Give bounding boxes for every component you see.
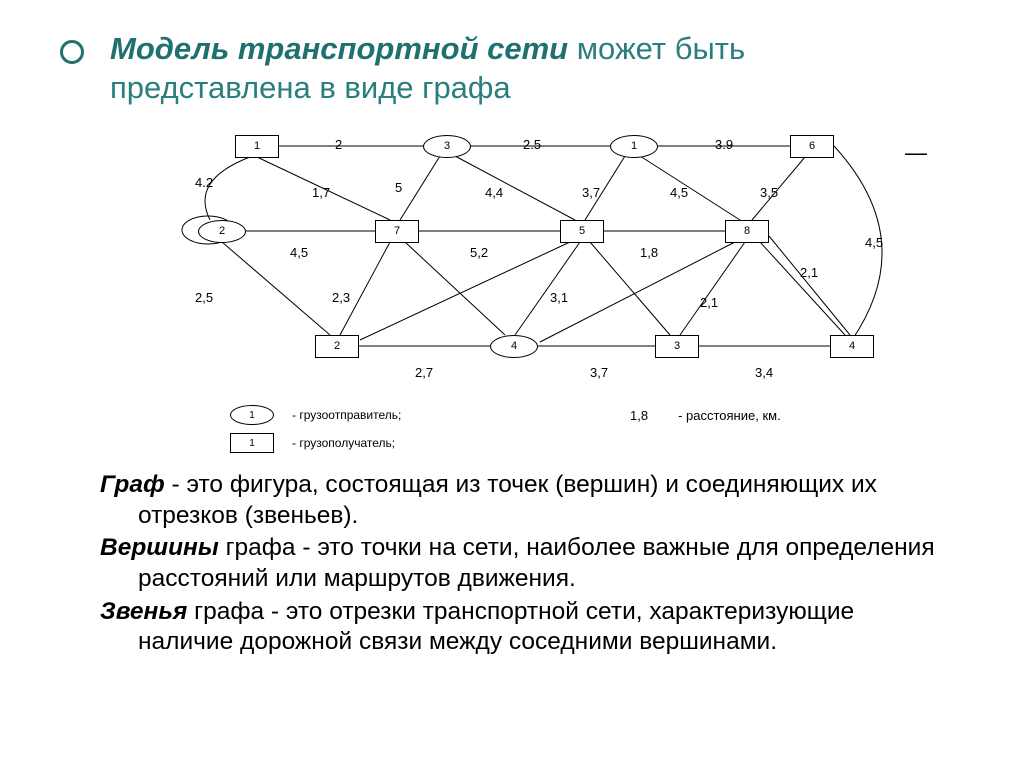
term-edges: Звенья xyxy=(100,598,187,625)
legend: 1 - грузоотправитель; 1 - грузополучател… xyxy=(230,405,930,461)
edge-label: 2,5 xyxy=(195,290,213,305)
edge-label: 5 xyxy=(395,180,402,195)
legend-distance-value: 1,8 xyxy=(630,408,648,423)
node-rect-2: 2 xyxy=(315,335,359,358)
node-rect-3: 3 xyxy=(655,335,699,358)
edge-label: 1,8 xyxy=(640,245,658,260)
legend-sender-text: - грузоотправитель; xyxy=(292,408,401,422)
node-ellipse-4: 4 xyxy=(490,335,538,358)
edge-label: 2,7 xyxy=(415,365,433,380)
legend-distance: 1,8 - расстояние, км. xyxy=(630,408,781,423)
node-rect-1: 1 xyxy=(235,135,279,158)
node-rect-4: 4 xyxy=(830,335,874,358)
edge-label: 4,5 xyxy=(290,245,308,260)
edge-label: 4,5 xyxy=(865,235,883,250)
node-ellipse-3: 3 xyxy=(423,135,471,158)
edge-label: 2,1 xyxy=(800,265,818,280)
edge-label: 3,7 xyxy=(590,365,608,380)
legend-ellipse-icon: 1 xyxy=(230,405,274,425)
legend-receiver-text: - грузополучатель; xyxy=(292,436,395,450)
node-rect-7: 7 xyxy=(375,220,419,243)
title-bullet xyxy=(60,40,84,64)
edge-label: 5,2 xyxy=(470,245,488,260)
legend-sender-row: 1 - грузоотправитель; xyxy=(230,405,930,425)
node-ellipse-2: 2 xyxy=(198,220,246,243)
def-graph: Граф - это фигура, состоящая из точек (в… xyxy=(100,470,940,531)
def-edges: Звенья графа - это отрезки транспортной … xyxy=(100,597,940,658)
legend-rect-icon: 1 xyxy=(230,433,274,453)
edge-label: 4,4 xyxy=(485,185,503,200)
term-graph: Граф xyxy=(100,471,165,498)
node-rect-6: 6 xyxy=(790,135,834,158)
node-rect-5: 5 xyxy=(560,220,604,243)
term-vertices: Вершины xyxy=(100,534,219,561)
def-vertices: Вершины графа - это точки на сети, наибо… xyxy=(100,533,940,594)
edge-label: 2 xyxy=(335,137,342,152)
edge-label: 3,5 xyxy=(760,185,778,200)
page-title: Модель транспортной сети может быть пред… xyxy=(110,30,930,108)
edge-label: 3,1 xyxy=(550,290,568,305)
edge-label: 3.9 xyxy=(715,137,733,152)
legend-receiver-row: 1 - грузополучатель; xyxy=(230,433,930,453)
definitions-block: Граф - это фигура, состоящая из точек (в… xyxy=(100,470,940,660)
graph-edges-svg xyxy=(140,130,950,410)
edge-label: 4,5 xyxy=(670,185,688,200)
edge-label: 2,1 xyxy=(700,295,718,310)
edge-label: 3,7 xyxy=(582,185,600,200)
edge-label: 4.2 xyxy=(195,175,213,190)
network-graph: 1 3 1 6 2 7 5 8 2 4 3 4 2 2.5 3.9 4.2 1,… xyxy=(140,130,950,410)
node-ellipse-1: 1 xyxy=(610,135,658,158)
title-emphasis: Модель транспортной сети xyxy=(110,31,568,66)
edge-label: 1,7 xyxy=(312,185,330,200)
legend-distance-label: - расстояние, км. xyxy=(678,408,781,423)
node-rect-8: 8 xyxy=(725,220,769,243)
edge-label: 3,4 xyxy=(755,365,773,380)
edge-label: 2,3 xyxy=(332,290,350,305)
edge-label: 2.5 xyxy=(523,137,541,152)
